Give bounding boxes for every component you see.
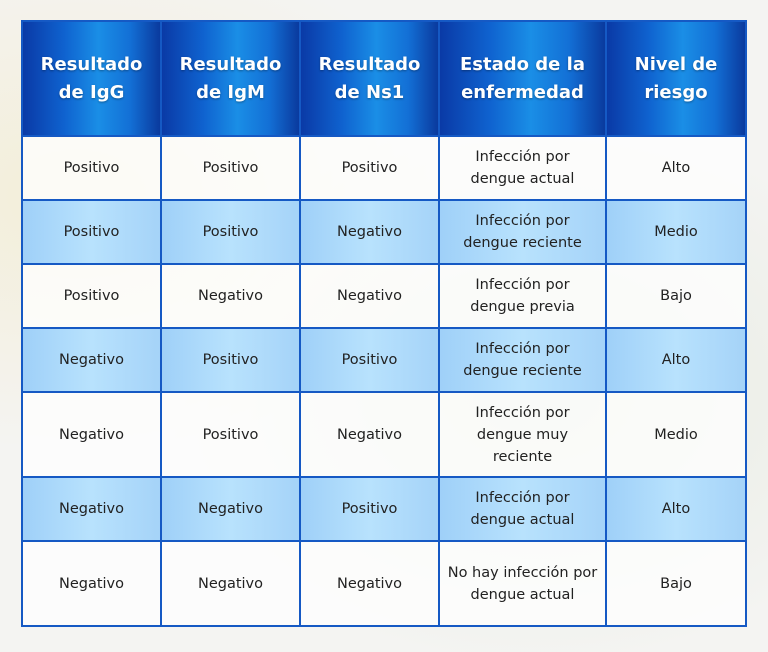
table-row: Negativo Negativo Positivo Infección por de… bbox=[21, 476, 747, 542]
cell-riesgo: Bajo bbox=[605, 263, 747, 329]
cell-estado: Infección por dengue reciente bbox=[438, 199, 607, 265]
dengue-results-table: Resultado de IgG Resultado de IgM Result… bbox=[21, 20, 747, 627]
table-row: Negativo Positivo Negativo Infección por de… bbox=[21, 391, 747, 478]
cell-igg: Positivo bbox=[21, 199, 162, 265]
table-row: Negativo Negativo Negativo No hay infección… bbox=[21, 540, 747, 627]
cell-ns1: Positivo bbox=[299, 135, 440, 201]
cell-estado: Infección por dengue reciente bbox=[438, 327, 607, 393]
header-igg: Resultado de IgG bbox=[21, 20, 162, 137]
cell-igg: Negativo bbox=[21, 327, 162, 393]
cell-igg: Positivo bbox=[21, 263, 162, 329]
cell-ns1: Negativo bbox=[299, 540, 440, 627]
header-ns1: Resultado de Ns1 bbox=[299, 20, 440, 137]
cell-riesgo: Alto bbox=[605, 327, 747, 393]
cell-riesgo: Alto bbox=[605, 135, 747, 201]
header-estado: Estado de la enfermedad bbox=[438, 20, 607, 137]
cell-igm: Negativo bbox=[160, 540, 301, 627]
cell-igm: Positivo bbox=[160, 391, 301, 478]
cell-ns1: Positivo bbox=[299, 476, 440, 542]
cell-igg: Negativo bbox=[21, 476, 162, 542]
table-row: Positivo Negativo Negativo Infección por de… bbox=[21, 263, 747, 329]
cell-ns1: Negativo bbox=[299, 263, 440, 329]
cell-estado: Infección por dengue actual bbox=[438, 135, 607, 201]
cell-igg: Negativo bbox=[21, 391, 162, 478]
cell-riesgo: Alto bbox=[605, 476, 747, 542]
cell-igm: Positivo bbox=[160, 135, 301, 201]
cell-igm: Negativo bbox=[160, 263, 301, 329]
cell-estado: Infección por dengue previa bbox=[438, 263, 607, 329]
cell-estado: No hay infección por dengue actual bbox=[438, 540, 607, 627]
cell-estado: Infección por dengue muy reciente bbox=[438, 391, 607, 478]
cell-estado: Infección por dengue actual bbox=[438, 476, 607, 542]
table-row: Positivo Positivo Negativo Infección por de… bbox=[21, 199, 747, 265]
cell-igg: Positivo bbox=[21, 135, 162, 201]
cell-ns1: Negativo bbox=[299, 391, 440, 478]
header-riesgo: Nivel de riesgo bbox=[605, 20, 747, 137]
table-row: Positivo Positivo Positivo Infección por de… bbox=[21, 135, 747, 201]
cell-riesgo: Medio bbox=[605, 391, 747, 478]
cell-riesgo: Bajo bbox=[605, 540, 747, 627]
header-igm: Resultado de IgM bbox=[160, 20, 301, 137]
cell-igm: Negativo bbox=[160, 476, 301, 542]
table-row: Negativo Positivo Positivo Infección por de… bbox=[21, 327, 747, 393]
cell-riesgo: Medio bbox=[605, 199, 747, 265]
cell-igm: Positivo bbox=[160, 327, 301, 393]
cell-ns1: Negativo bbox=[299, 199, 440, 265]
cell-igg: Negativo bbox=[21, 540, 162, 627]
cell-ns1: Positivo bbox=[299, 327, 440, 393]
cell-igm: Positivo bbox=[160, 199, 301, 265]
header-row: Resultado de IgG Resultado de IgM Result… bbox=[21, 20, 747, 137]
